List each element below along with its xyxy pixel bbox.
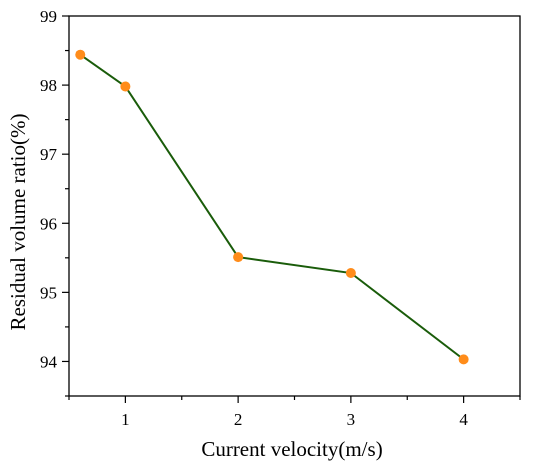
y-tick-label: 96 [40,214,57,233]
data-point [458,354,469,365]
x-tick-label: 1 [121,410,130,429]
series-line [79,53,465,361]
data-point [233,252,244,263]
x-tick-label: 3 [347,410,356,429]
data-point [120,81,131,92]
plot-frame [68,15,521,397]
series-group [75,49,469,365]
axes [68,15,521,397]
x-tick-label: 2 [234,410,243,429]
y-tick-label: 99 [40,7,57,26]
x-axis-title: Current velocity(m/s) [201,437,382,461]
data-point [345,268,356,279]
tick-labels: 1 2 3 4 94 95 96 97 98 99 [40,7,468,429]
y-tick-label: 94 [40,352,58,371]
x-tick-label: 4 [459,410,468,429]
y-tick-label: 97 [40,145,58,164]
data-point [75,49,86,60]
tick-marks [62,15,521,403]
y-axis-title: Residual volume ratio(%) [6,114,30,331]
y-tick-label: 95 [40,283,57,302]
y-tick-label: 98 [40,76,57,95]
